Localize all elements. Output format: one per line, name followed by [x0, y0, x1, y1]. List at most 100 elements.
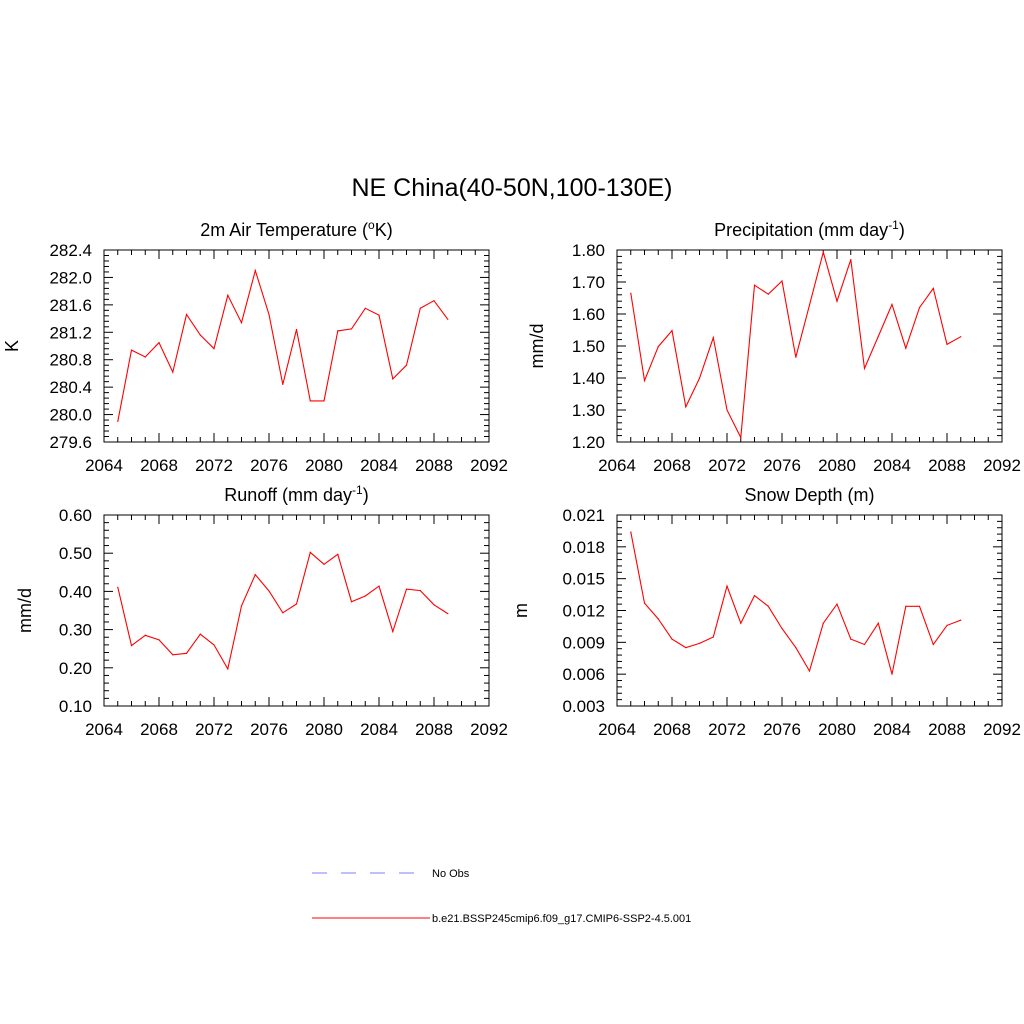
- data-point: [254, 574, 256, 576]
- data-point: [877, 335, 879, 337]
- data-point: [433, 300, 435, 302]
- x-tick-label: 2068: [653, 720, 691, 739]
- data-point: [117, 420, 119, 422]
- x-tick-label: 2064: [85, 720, 123, 739]
- data-point: [268, 590, 270, 592]
- x-tick-label: 2080: [305, 720, 343, 739]
- y-axis-label-snow-depth: m: [511, 603, 531, 618]
- data-point: [295, 603, 298, 605]
- y-tick-label: 0.012: [562, 602, 605, 621]
- y-axis-label-runoff: mm/d: [15, 588, 35, 633]
- panel-air-temperature: 2m Air Temperature (oK) K 2064 2068 2072 2076…: [2, 218, 508, 475]
- data-point: [378, 314, 380, 316]
- data-point: [323, 400, 325, 402]
- x-tick-label: 2092: [983, 720, 1021, 739]
- data-point: [836, 603, 838, 605]
- x-tick-label: 2068: [140, 720, 178, 739]
- data-point: [309, 400, 311, 402]
- legend: No Obs b.e21.BSSP245cmip6.f09_g17.CMIP6-…: [312, 868, 691, 925]
- x-tick-label: 2076: [763, 456, 801, 475]
- data-point: [185, 652, 188, 654]
- x-tick-label: 2064: [598, 456, 636, 475]
- data-point: [795, 647, 797, 649]
- data-point: [144, 634, 146, 636]
- data-point: [781, 627, 783, 630]
- data-point: [158, 342, 160, 344]
- x-tick-label: 2088: [415, 456, 453, 475]
- data-point: [144, 356, 146, 358]
- x-tick-label: 2088: [415, 720, 453, 739]
- y-tick-label: 281.6: [49, 296, 92, 315]
- data-point: [767, 605, 769, 607]
- data-point: [643, 602, 646, 604]
- data-point: [753, 284, 756, 286]
- y-tick-label: 279.6: [49, 433, 92, 452]
- x-tick-label: 2092: [470, 456, 508, 475]
- data-point: [808, 304, 811, 306]
- data-point: [891, 673, 893, 675]
- data-point: [822, 622, 824, 624]
- data-point: [960, 619, 962, 621]
- data-point: [946, 343, 948, 345]
- data-point: [117, 586, 119, 588]
- data-point: [405, 588, 408, 590]
- x-tick-label: 2076: [250, 456, 288, 475]
- data-point: [213, 644, 215, 646]
- x-tick-label: 2084: [873, 720, 911, 739]
- x-tick-label: 2072: [708, 456, 746, 475]
- figure-title: NE China(40-50N,100-130E): [351, 174, 672, 202]
- x-tick-label: 2088: [928, 456, 966, 475]
- data-point: [781, 280, 783, 282]
- y-tick-label: 1.70: [572, 273, 605, 292]
- data-point: [213, 348, 215, 350]
- panel-title-runoff: Runoff (mm day-1): [224, 483, 368, 505]
- y-tick-label: 0.60: [59, 506, 92, 525]
- panel-precipitation: Precipitation (mm day-1) mm/d 2064 2068 2072…: [527, 218, 1021, 475]
- panel-snow-depth: Snow Depth (m) m 2064 2068 2072 2076 2080 2084 2…: [511, 485, 1021, 739]
- data-point: [836, 300, 838, 302]
- data-point: [877, 622, 879, 624]
- x-tick-label: 2084: [873, 456, 911, 475]
- data-point: [240, 605, 243, 607]
- y-tick-label: 0.003: [562, 697, 605, 716]
- data-point: [364, 307, 366, 309]
- data-point: [405, 364, 408, 366]
- x-tick-label: 2064: [85, 456, 123, 475]
- data-point: [698, 377, 701, 379]
- legend-label-model: b.e21.BSSP245cmip6.f09_g17.CMIP6-SSP2-4.…: [432, 913, 691, 925]
- y-axis-label-precipitation: mm/d: [527, 324, 547, 369]
- x-tick-label: 2076: [250, 720, 288, 739]
- data-point: [295, 328, 298, 331]
- data-point: [130, 645, 133, 647]
- x-tick-label: 2068: [653, 456, 691, 475]
- y-tick-label: 280.4: [49, 378, 92, 397]
- y-tick-label: 0.009: [562, 633, 605, 652]
- x-tick-label: 2072: [195, 720, 233, 739]
- data-point: [932, 287, 934, 289]
- x-tick-label: 2080: [305, 456, 343, 475]
- x-tick-label: 2072: [195, 456, 233, 475]
- data-point: [740, 622, 742, 624]
- data-point: [378, 585, 380, 587]
- data-point: [960, 336, 962, 338]
- legend-label-no-obs: No Obs: [432, 868, 470, 880]
- data-point: [199, 334, 201, 336]
- y-tick-label: 281.2: [49, 323, 92, 342]
- data-point: [850, 638, 852, 640]
- x-tick-label: 2084: [360, 720, 398, 739]
- y-tick-label: 282.4: [49, 241, 92, 260]
- data-point: [905, 347, 907, 349]
- data-point: [712, 337, 714, 339]
- y-tick-label: 0.021: [562, 506, 605, 525]
- data-point: [337, 330, 339, 332]
- data-point: [364, 595, 366, 597]
- data-point: [891, 303, 893, 305]
- data-point: [172, 371, 174, 373]
- x-tick-label: 2076: [763, 720, 801, 739]
- y-tick-label: 0.50: [59, 544, 92, 563]
- y-tick-label: 1.80: [572, 241, 605, 260]
- data-point: [712, 636, 714, 638]
- y-tick-label: 0.10: [59, 697, 92, 716]
